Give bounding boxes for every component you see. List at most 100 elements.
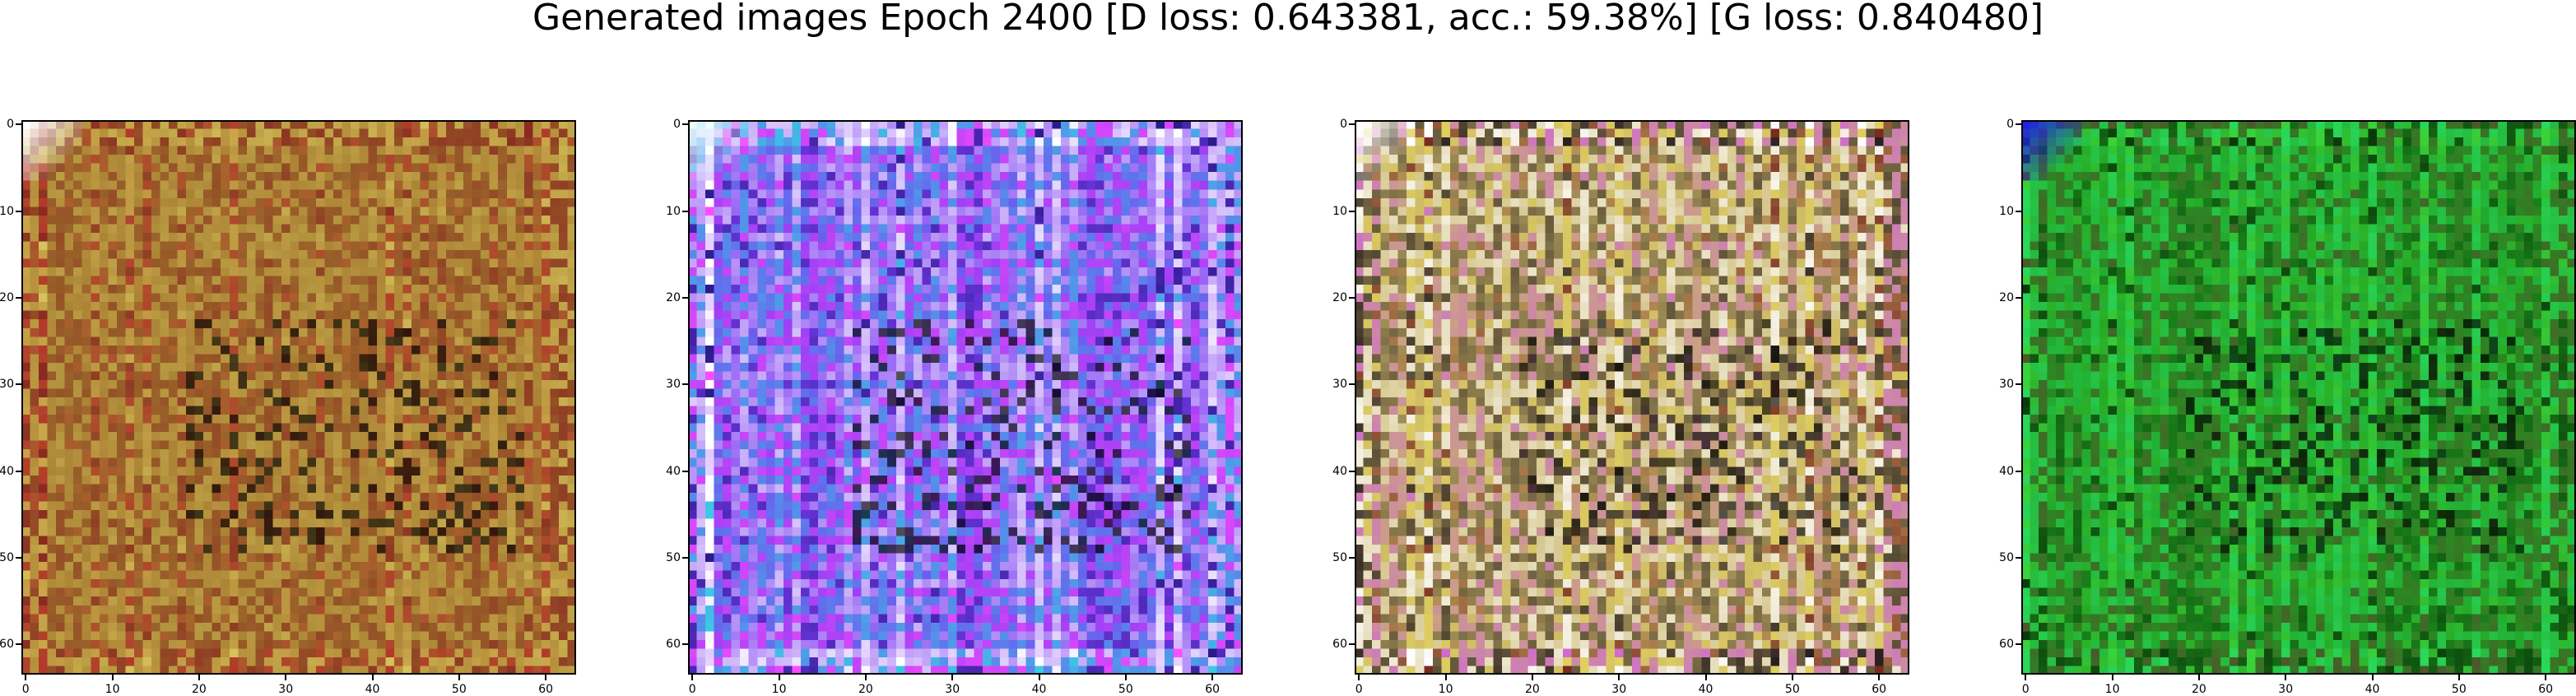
x-tick-mark [1358,675,1360,680]
figure-title: Generated images Epoch 2400 [D loss: 0.6… [0,0,2576,36]
x-tick-label: 20 [1525,683,1540,696]
x-tick-mark [1125,675,1127,680]
y-tick-label: 0 [1340,118,1347,131]
generated-image-panel-4: 0 10 20 30 40 50 60 0 10 20 30 40 50 60 [2021,120,2576,675]
y-tick-mark [1349,211,1355,212]
generated-image-2 [688,120,1243,675]
x-tick-mark [1792,675,1793,680]
y-tick-mark [1349,383,1355,385]
generated-image-panel-1: 0 10 20 30 40 50 60 0 10 20 30 40 50 60 [21,120,576,675]
x-tick-mark [2372,675,2374,680]
x-tick-label: 40 [1699,683,1713,696]
x-tick-label: 10 [1439,683,1453,696]
y-tick-label: 0 [673,118,681,131]
x-tick-label: 60 [538,683,553,696]
y-tick-label: 30 [0,378,14,391]
x-tick-mark [2198,675,2200,680]
x-tick-mark [1211,675,1213,680]
x-tick-label: 10 [772,683,787,696]
x-tick-mark [25,675,26,680]
x-tick-label: 10 [2105,683,2120,696]
y-tick-label: 50 [1999,551,2014,564]
y-tick-mark [16,211,21,212]
y-tick-mark [1349,557,1355,559]
y-tick-mark [2016,471,2021,472]
x-tick-label: 30 [2278,683,2293,696]
generated-image-4 [2021,120,2576,675]
x-tick-label: 30 [1611,683,1626,696]
x-tick-mark [372,675,374,680]
y-tick-mark [2016,211,2021,212]
y-tick-label: 60 [1999,638,2014,651]
x-tick-mark [1618,675,1620,680]
x-tick-label: 40 [1032,683,1047,696]
y-tick-mark [16,643,21,645]
y-tick-label: 10 [1999,205,2014,218]
x-tick-mark [112,675,114,680]
y-tick-label: 50 [666,551,681,564]
x-tick-mark [779,675,780,680]
x-tick-label: 20 [858,683,873,696]
y-tick-mark [1349,643,1355,645]
y-tick-mark [16,471,21,472]
x-tick-label: 50 [1118,683,1133,696]
x-tick-label: 0 [22,683,30,696]
y-tick-label: 30 [1999,378,2014,391]
x-tick-mark [865,675,867,680]
y-tick-label: 20 [1332,291,1347,304]
y-tick-label: 30 [666,378,681,391]
y-tick-mark [682,211,688,212]
x-tick-mark [2285,675,2286,680]
x-tick-mark [691,675,693,680]
y-tick-label: 40 [1332,465,1347,478]
generated-image-3 [1355,120,1909,675]
y-tick-mark [682,123,688,125]
y-tick-label: 60 [0,638,14,651]
y-tick-mark [682,557,688,559]
y-tick-mark [16,383,21,385]
x-tick-label: 0 [689,683,696,696]
y-tick-mark [682,471,688,472]
y-tick-label: 20 [1999,291,2014,304]
y-tick-mark [16,123,21,125]
x-tick-label: 0 [1355,683,1363,696]
x-tick-mark [1705,675,1707,680]
x-tick-label: 0 [2022,683,2030,696]
y-tick-label: 10 [0,205,14,218]
generated-image-panel-2: 0 10 20 30 40 50 60 0 10 20 30 40 50 60 [688,120,1243,675]
x-tick-label: 20 [192,683,207,696]
y-tick-mark [2016,297,2021,299]
x-tick-label: 60 [1205,683,1220,696]
x-tick-label: 60 [2538,683,2553,696]
y-tick-mark [16,297,21,299]
y-tick-mark [1349,471,1355,472]
x-tick-mark [2112,675,2113,680]
y-tick-mark [2016,557,2021,559]
y-tick-label: 30 [1332,378,1347,391]
x-tick-mark [198,675,200,680]
y-tick-label: 20 [666,291,681,304]
y-tick-label: 10 [666,205,681,218]
x-tick-mark [1878,675,1880,680]
x-tick-mark [458,675,460,680]
generated-image-1 [21,120,576,675]
y-tick-label: 10 [1332,205,1347,218]
x-tick-label: 50 [1785,683,1800,696]
x-tick-label: 50 [452,683,467,696]
y-tick-mark [1349,123,1355,125]
x-tick-mark [545,675,546,680]
y-tick-label: 50 [0,551,14,564]
x-tick-label: 10 [105,683,120,696]
x-tick-label: 40 [2365,683,2380,696]
y-tick-mark [682,297,688,299]
y-tick-mark [1349,297,1355,299]
x-tick-mark [951,675,953,680]
y-tick-mark [682,643,688,645]
x-tick-label: 30 [278,683,293,696]
x-tick-label: 50 [2452,683,2467,696]
x-tick-mark [1039,675,1040,680]
y-tick-label: 0 [2006,118,2014,131]
y-tick-mark [682,383,688,385]
y-tick-label: 40 [666,465,681,478]
x-tick-mark [2545,675,2546,680]
